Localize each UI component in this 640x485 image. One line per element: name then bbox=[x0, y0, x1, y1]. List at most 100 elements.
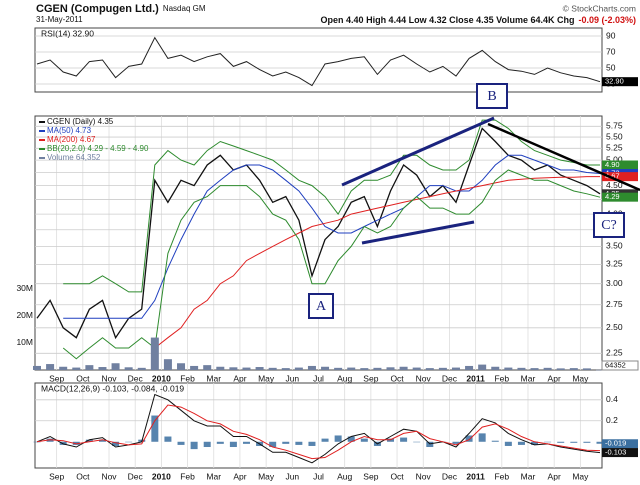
y-tick-label: 0.2 bbox=[606, 415, 618, 425]
volume-bar bbox=[111, 363, 120, 370]
volume-bar bbox=[543, 367, 552, 370]
histogram-bar bbox=[72, 441, 80, 445]
volume-bar bbox=[98, 367, 107, 370]
volume-bar bbox=[216, 366, 225, 370]
y-tick-label: 3.25 bbox=[606, 259, 623, 269]
histogram-bar bbox=[282, 441, 290, 444]
x-tick-label: Nov bbox=[416, 373, 432, 383]
histogram-bar bbox=[452, 441, 460, 444]
x-tick-label: Feb bbox=[494, 373, 509, 383]
x-tick-label: May bbox=[258, 373, 275, 383]
x-tick-label: Oct bbox=[390, 471, 404, 481]
volume-bar bbox=[72, 367, 81, 370]
change: -0.09 (-2.03%) bbox=[578, 15, 636, 25]
panel-frame bbox=[34, 27, 603, 93]
legend-entry: Volume 64,352 bbox=[47, 153, 101, 162]
volume-bar bbox=[190, 365, 199, 370]
x-tick-label: Jun bbox=[285, 471, 299, 481]
chart-date: 31-May-2011 bbox=[36, 15, 83, 24]
x-tick-label: May bbox=[572, 373, 589, 383]
legend-entry: MA(200) 4.67 bbox=[47, 135, 96, 144]
volume-bar bbox=[229, 367, 238, 370]
histogram-bar bbox=[413, 441, 421, 443]
x-tick-label: Jun bbox=[285, 373, 299, 383]
histogram-bar bbox=[334, 435, 342, 442]
volume-bar bbox=[124, 367, 133, 370]
value-marker: -0.019 bbox=[605, 439, 626, 448]
histogram-bar bbox=[531, 441, 539, 445]
histogram-bar bbox=[164, 436, 172, 442]
y-tick-label: 4.50 bbox=[606, 180, 623, 190]
volume-bar bbox=[334, 367, 343, 370]
value-marker-box bbox=[602, 192, 638, 202]
y2-tick-label: 30M bbox=[16, 283, 33, 293]
volume-bar bbox=[347, 367, 356, 370]
y-tick-label: 70 bbox=[606, 46, 616, 56]
y-tick-label: 3.00 bbox=[606, 278, 623, 288]
chart-title: CGEN (Compugen Ltd.) Nasdaq GM bbox=[36, 3, 206, 15]
histogram-bar bbox=[478, 433, 486, 442]
legend-entry: CGEN (Daily) 4.35 bbox=[47, 117, 114, 126]
histogram-bar bbox=[360, 438, 368, 442]
histogram-bar bbox=[504, 441, 512, 446]
series-line bbox=[63, 154, 601, 319]
histogram-bar bbox=[517, 441, 525, 445]
histogram-bar bbox=[596, 441, 604, 444]
y-tick-label: 2.75 bbox=[606, 299, 623, 309]
value-marker-box bbox=[602, 160, 638, 170]
series-line bbox=[36, 36, 601, 87]
histogram-bar bbox=[269, 441, 277, 448]
histogram-bar bbox=[85, 439, 93, 442]
value-marker: 4.90 bbox=[605, 160, 620, 169]
value-marker-box bbox=[602, 172, 638, 182]
trend-line bbox=[487, 122, 640, 192]
volume-bar bbox=[281, 368, 290, 370]
y-tick-label: 2.25 bbox=[606, 348, 623, 358]
value-marker-box bbox=[602, 448, 638, 458]
volume-bar bbox=[46, 364, 55, 370]
x-tick-label: Dec bbox=[128, 471, 144, 481]
y2-tick-label: 20M bbox=[16, 310, 33, 320]
copyright: © StockCharts.com bbox=[563, 3, 636, 13]
panel-label: MACD(12,26,9) -0.103, -0.084, -0.019 bbox=[41, 383, 184, 393]
x-tick-label: Oct bbox=[76, 373, 90, 383]
volume-bar bbox=[569, 368, 578, 370]
annotation: A bbox=[316, 299, 327, 314]
volume-marker: 64352 bbox=[605, 360, 626, 369]
x-tick-label: Sep bbox=[49, 471, 64, 481]
volume-bar bbox=[478, 364, 487, 370]
y-tick-label: 50 bbox=[606, 62, 616, 72]
y-tick-label: 5.75 bbox=[606, 121, 623, 131]
value-marker: 4.67 bbox=[605, 172, 620, 181]
x-tick-label: Apr bbox=[233, 373, 246, 383]
x-tick-label: 2011 bbox=[466, 471, 485, 481]
exchange: Nasdaq GM bbox=[163, 4, 206, 13]
y-tick-label: 5.50 bbox=[606, 131, 623, 141]
volume-bar bbox=[177, 363, 186, 370]
legend-entry: MA(50) 4.73 bbox=[47, 126, 92, 135]
x-tick-label: Feb bbox=[494, 471, 509, 481]
x-tick-label: Apr bbox=[233, 471, 246, 481]
series-line bbox=[36, 127, 601, 340]
volume-bar bbox=[163, 359, 172, 370]
volume-marker-box bbox=[601, 360, 639, 371]
x-tick-label: 2011 bbox=[466, 373, 485, 383]
volume-bar bbox=[59, 366, 68, 370]
volume-bar bbox=[373, 367, 382, 370]
volume-bar bbox=[425, 368, 434, 370]
histogram-bar bbox=[177, 441, 185, 445]
value-marker: 4.29 bbox=[605, 192, 620, 201]
quote: Open 4.40 High 4.44 Low 4.32 Close 4.35 … bbox=[321, 15, 575, 25]
volume-bar bbox=[255, 367, 264, 370]
x-tick-label: Jul bbox=[313, 471, 324, 481]
volume-bar bbox=[150, 337, 159, 370]
x-tick-label: Apr bbox=[548, 471, 561, 481]
y2-tick-label: 10M bbox=[16, 337, 33, 347]
histogram-bar bbox=[491, 440, 499, 442]
panel-label: RSI(14) 32.90 bbox=[41, 28, 94, 38]
histogram-bar bbox=[190, 441, 198, 450]
y-tick-label: 3.50 bbox=[606, 241, 623, 251]
x-tick-label: Dec bbox=[442, 471, 458, 481]
histogram-bar bbox=[583, 441, 591, 443]
y-tick-label: 5.25 bbox=[606, 143, 623, 153]
